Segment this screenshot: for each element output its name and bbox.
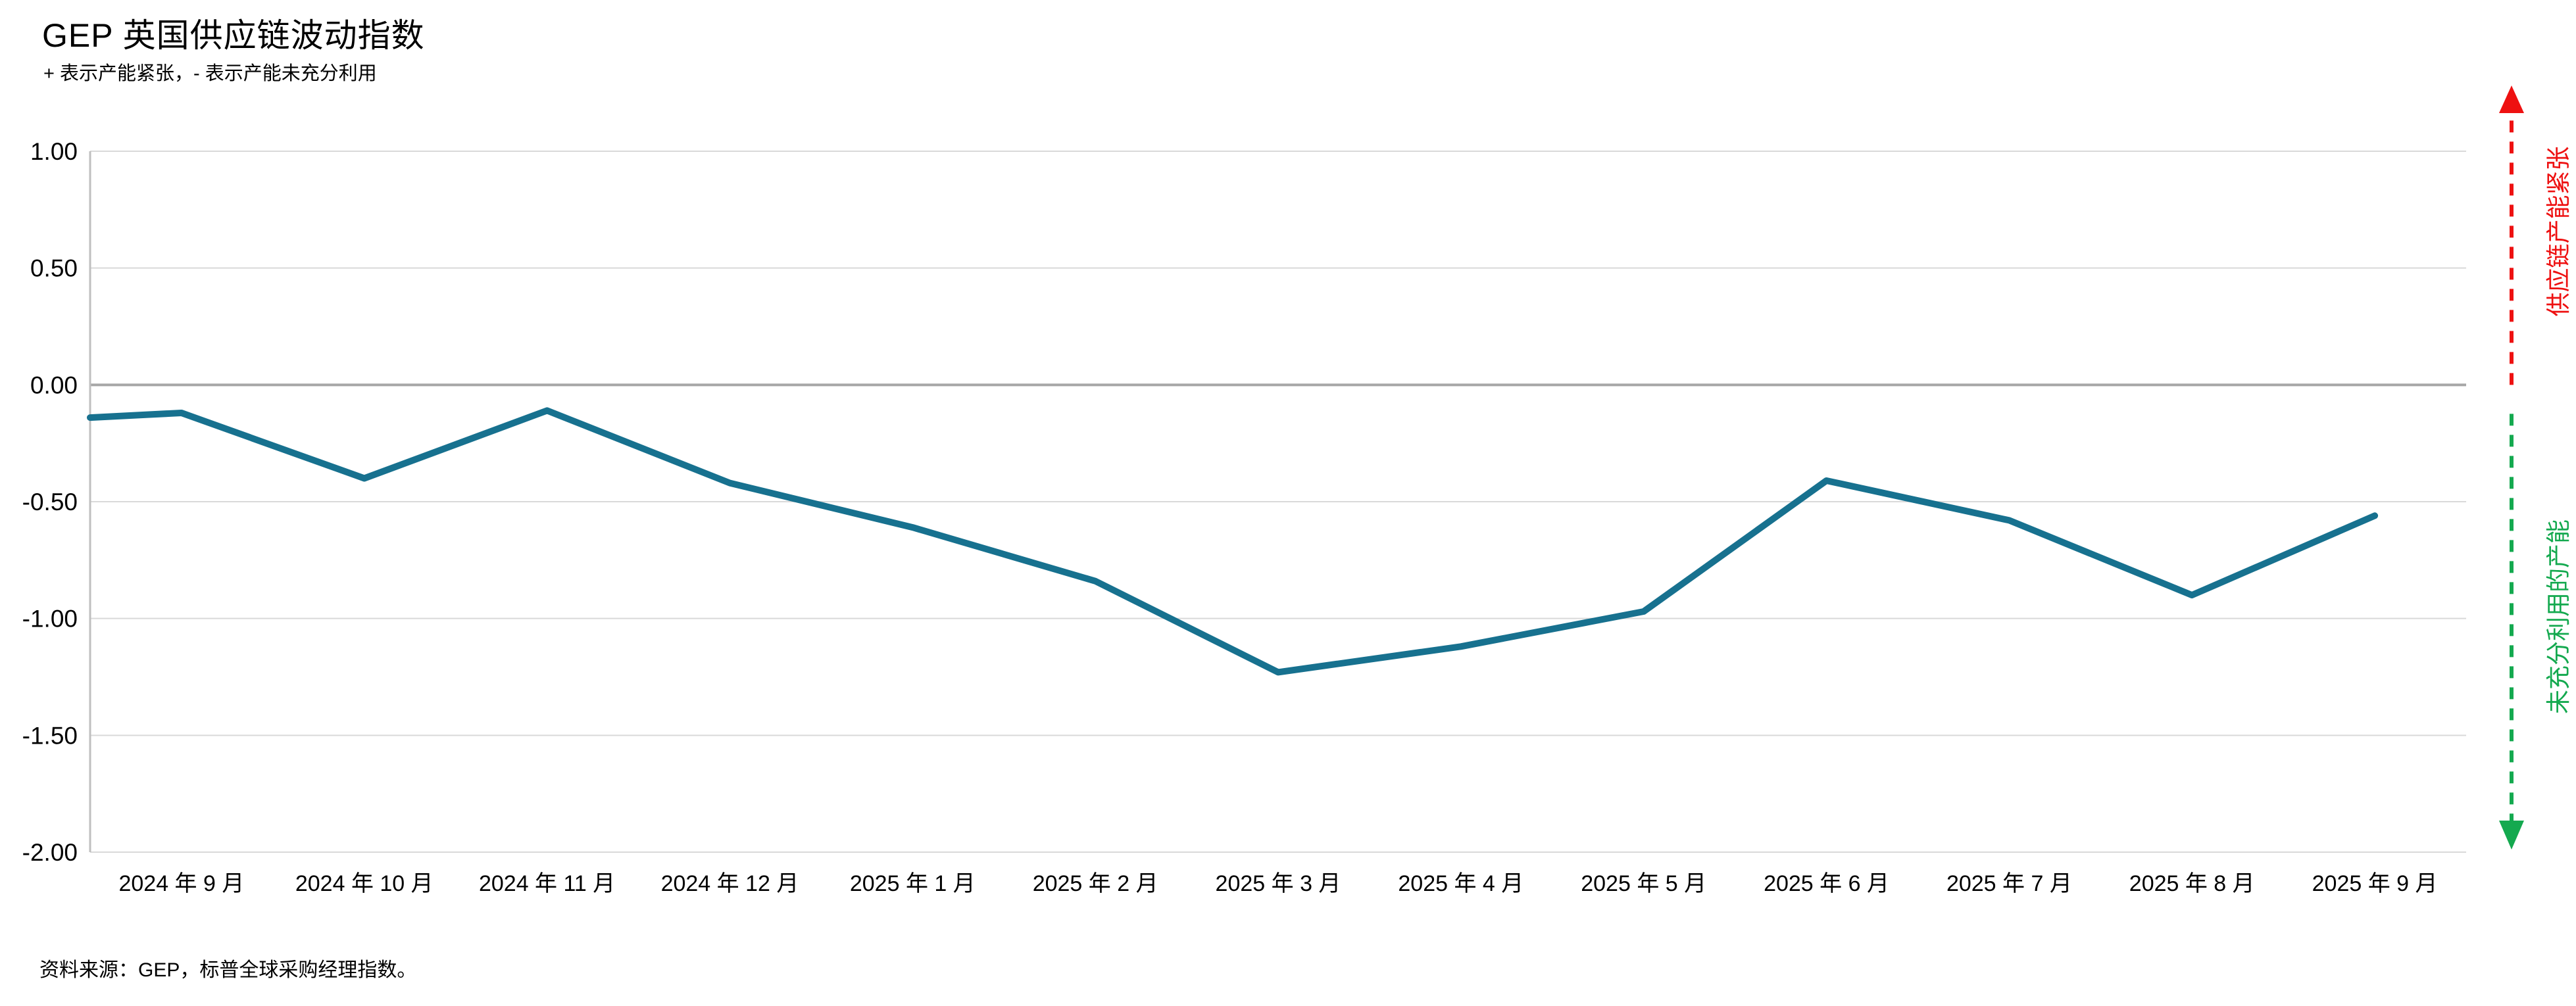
x-axis-tick-label: 2025 年 4 月 [1398,871,1523,896]
x-axis-tick-label: 2024 年 12 月 [661,871,799,896]
source-note: 资料来源：GEP，标普全球采购经理指数。 [39,959,417,981]
upper-capacity-stretched-label: 供应链产能紧张 [2545,146,2572,317]
chart-title: GEP 英国供应链波动指数 [42,17,425,54]
x-axis-tick-label: 2024 年 10 月 [295,871,433,896]
down-arrowhead-icon [2499,821,2524,850]
y-axis-tick-label: 1.00 [30,138,78,165]
y-axis-tick-label: -1.00 [22,606,78,633]
x-axis-tick-label: 2025 年 5 月 [1581,871,1706,896]
y-axis-tick-label: -1.50 [22,722,78,749]
x-axis-tick-label: 2024 年 11 月 [479,871,615,896]
lower-underutilized-capacity-label: 未充分利用的产能 [2545,519,2572,714]
index-line-series [87,407,2379,676]
x-axis-tick-label: 2025 年 8 月 [2129,871,2255,896]
y-axis-tick-label: 0.50 [30,255,78,282]
x-axis-tick-label: 2024 年 9 月 [118,871,244,896]
x-axis-tick-label: 2025 年 7 月 [1946,871,2072,896]
x-axis-tick-label: 2025 年 6 月 [1764,871,1889,896]
x-axis-tick-label: 2025 年 2 月 [1033,871,1158,896]
y-axis-tick-label: -0.50 [22,489,78,515]
y-axis-tick-label: 0.00 [30,371,78,398]
y-axis-tick-label: -2.00 [22,839,78,866]
up-arrowhead-icon [2499,85,2524,113]
x-axis-tick-label: 2025 年 3 月 [1216,871,1341,896]
chart-subtitle: + 表示产能紧张，- 表示产能未充分利用 [43,63,377,84]
x-axis-tick-label: 2025 年 1 月 [850,871,976,896]
x-axis-tick-label: 2025 年 9 月 [2312,871,2438,896]
